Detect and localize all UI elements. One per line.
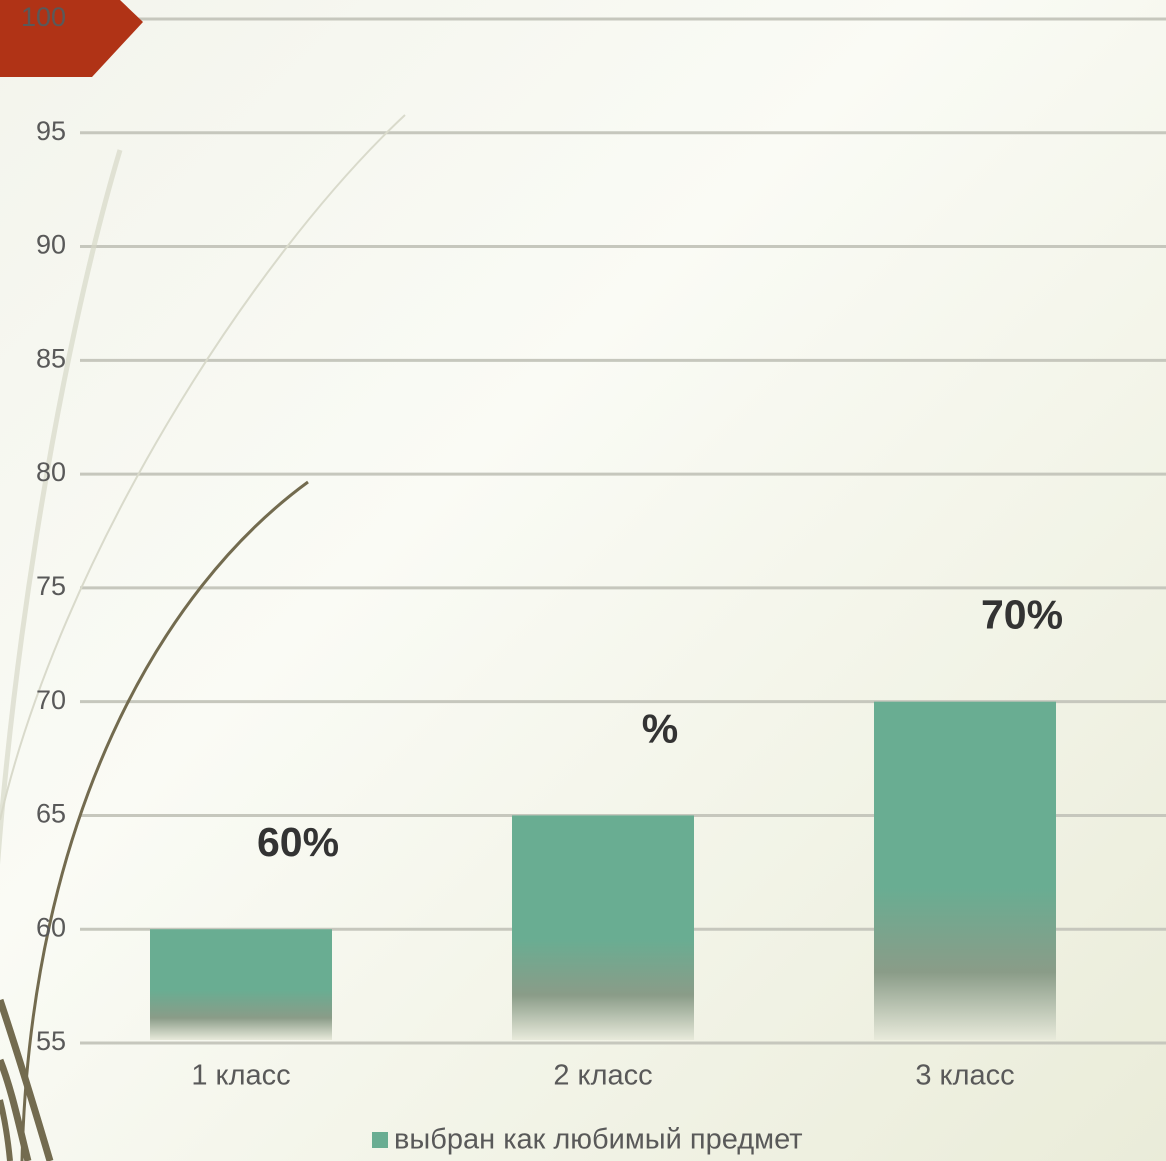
x-tick-label: 2 класс [553,1060,652,1092]
y-tick-label: 55 [36,1026,66,1056]
value-label: 70% [981,591,1063,637]
y-tick-label: 70 [36,685,66,715]
decor-curve [0,1058,32,1161]
y-tick-label: 95 [36,116,66,146]
value-label: % [642,705,678,751]
bar [874,701,1056,1040]
y-tick-label: 65 [36,799,66,829]
y-tick-label: 100 [21,2,66,32]
bar [512,815,694,1040]
y-tick-label: 90 [36,230,66,260]
y-tick-label: 85 [36,343,66,373]
x-tick-label: 3 класс [915,1060,1014,1092]
legend-label: выбран как любимый предмет [394,1124,803,1156]
decor-curve [0,114,406,821]
y-tick-label: 80 [36,457,66,487]
labels: 55 60 65 70 75 80 85 90 95 100 1 класс 60% 2 класс% 3… [21,2,1063,1156]
decor-curve [0,1099,13,1161]
decor-curve [20,480,309,1161]
bar [150,929,332,1040]
y-tick-label: 75 [36,571,66,601]
corner-tag [0,0,143,77]
value-label: 60% [257,819,339,865]
x-tick-label: 1 класс [191,1060,290,1092]
plot-area [80,17,1166,1045]
decor-curve [0,998,54,1161]
y-tick-label: 60 [36,912,66,942]
decor-curve [0,149,123,866]
legend-swatch [372,1132,388,1148]
